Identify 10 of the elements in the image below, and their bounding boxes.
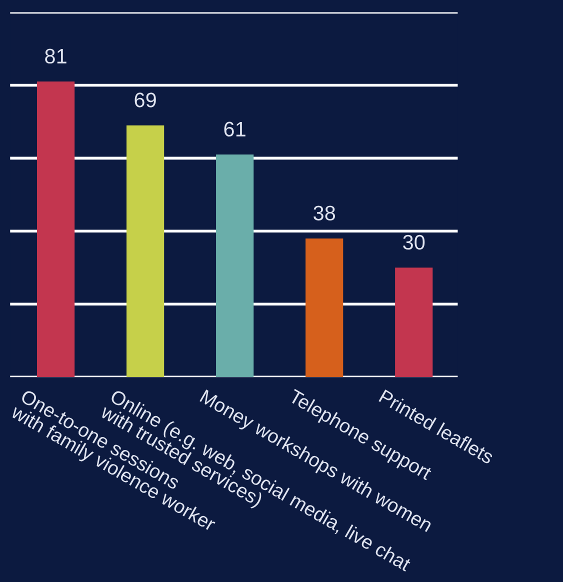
data-label: 81 bbox=[45, 48, 66, 64]
data-label: 61 bbox=[224, 122, 246, 137]
data-label: 69 bbox=[134, 92, 156, 108]
bar bbox=[306, 238, 344, 378]
bar bbox=[36, 82, 75, 378]
data-label: 30 bbox=[403, 234, 425, 250]
bar bbox=[216, 154, 254, 378]
bar bbox=[395, 268, 433, 378]
bar bbox=[126, 125, 164, 378]
data-label: 38 bbox=[314, 206, 336, 220]
